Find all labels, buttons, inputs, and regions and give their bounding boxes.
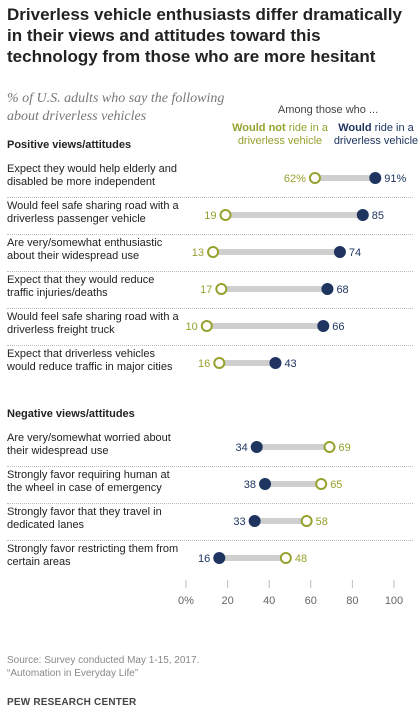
- dot-would: [317, 320, 330, 332]
- dot-would: [369, 172, 382, 184]
- dot-would: [333, 246, 346, 258]
- row-label: Strongly favor that they travel in dedic…: [7, 506, 162, 531]
- row-divider: [7, 503, 413, 504]
- row-label: Expect that driverless vehicles would re…: [7, 348, 173, 373]
- legend-would-not-rest: ride in a driverless vehicle: [237, 122, 328, 147]
- row-divider: [7, 540, 413, 541]
- dot-would-not: [213, 357, 226, 369]
- row-divider: [7, 197, 413, 198]
- dot-would-not: [300, 515, 313, 527]
- x-tick-label: 0%: [178, 595, 194, 607]
- x-tick-label: 100: [385, 595, 403, 607]
- x-tick-label: 60: [305, 595, 317, 607]
- source-note: Source: Survey conducted May 1-15, 2017.: [7, 655, 200, 666]
- row-label: Expect they would help elderly and disab…: [7, 163, 177, 188]
- dot-would: [250, 441, 263, 453]
- legend-would-bold: Would: [338, 122, 372, 134]
- row-divider: [7, 308, 413, 309]
- row-label: Expect that they would reduce traffic in…: [7, 274, 155, 299]
- dot-would: [213, 552, 226, 564]
- value-label-would: 38: [244, 479, 256, 491]
- value-label-would-not: 62%: [284, 173, 306, 185]
- dot-would-not: [315, 478, 328, 490]
- value-label-would-not: 48: [295, 553, 307, 565]
- dot-would-not: [215, 283, 228, 295]
- value-label-would-not: 58: [316, 516, 328, 528]
- chart-subtitle: % of U.S. adults who say the following a…: [7, 91, 225, 124]
- value-label-would-not: 19: [204, 210, 216, 222]
- value-label-would: 66: [332, 321, 344, 333]
- value-label-would: 33: [233, 516, 245, 528]
- dot-would: [321, 283, 334, 295]
- dot-would-not: [323, 441, 336, 453]
- value-label-would: 43: [284, 358, 296, 370]
- value-label-would: 68: [336, 284, 348, 296]
- value-label-would-not: 65: [330, 479, 342, 491]
- legend-would: Would ride in a driverless vehicle: [328, 122, 420, 148]
- dot-would: [356, 209, 369, 221]
- x-tick-label: 80: [346, 595, 358, 607]
- dot-would-not: [200, 320, 213, 332]
- value-label-would-not: 13: [192, 247, 204, 259]
- x-tick-label: 40: [263, 595, 275, 607]
- value-label-would-not: 16: [198, 358, 210, 370]
- chart-title: Driverless vehicle enthusiasts differ dr…: [7, 5, 402, 66]
- dot-would: [269, 357, 282, 369]
- row-divider: [7, 234, 413, 235]
- value-label-would: 91%: [384, 173, 406, 185]
- legend-would-not-bold: Would not: [232, 122, 286, 134]
- dot-would: [259, 478, 272, 490]
- row-divider: [7, 345, 413, 346]
- dot-would-not: [279, 552, 292, 564]
- value-label-would: 16: [198, 553, 210, 565]
- row-label: Would feel safe sharing road with a driv…: [7, 200, 179, 225]
- dot-would-not: [207, 246, 220, 258]
- section-heading: Positive views/attitudes: [7, 139, 132, 151]
- x-tick-label: 20: [221, 595, 233, 607]
- value-label-would-not: 10: [186, 321, 198, 333]
- report-note: “Automation in Everyday Life”: [7, 668, 139, 679]
- dot-would-not: [308, 172, 321, 184]
- value-label-would: 34: [235, 442, 247, 454]
- row-label: Are very/somewhat worried about their wi…: [7, 432, 171, 457]
- legend-header: Among those who ...: [277, 104, 379, 116]
- row-divider: [7, 466, 413, 467]
- value-label-would: 85: [372, 210, 384, 222]
- section-heading: Negative views/attitudes: [7, 408, 135, 420]
- row-label: Would feel safe sharing road with a driv…: [7, 311, 179, 336]
- value-label-would-not: 69: [339, 442, 351, 454]
- row-label: Strongly favor requiring human at the wh…: [7, 469, 170, 494]
- row-label: Are very/somewhat enthusiastic about the…: [7, 237, 163, 262]
- brand-logo-text: PEW RESEARCH CENTER: [7, 697, 137, 708]
- row-divider: [7, 271, 413, 272]
- legend-would-rest: ride in a driverless vehicle: [333, 122, 419, 147]
- dot-would: [248, 515, 261, 527]
- dot-would-not: [219, 209, 232, 221]
- value-label-would-not: 17: [200, 284, 212, 296]
- row-label: Strongly favor restricting them from cer…: [7, 543, 179, 568]
- legend-would-not: Would not ride in a driverless vehicle: [232, 122, 328, 148]
- value-label-would: 74: [349, 247, 361, 259]
